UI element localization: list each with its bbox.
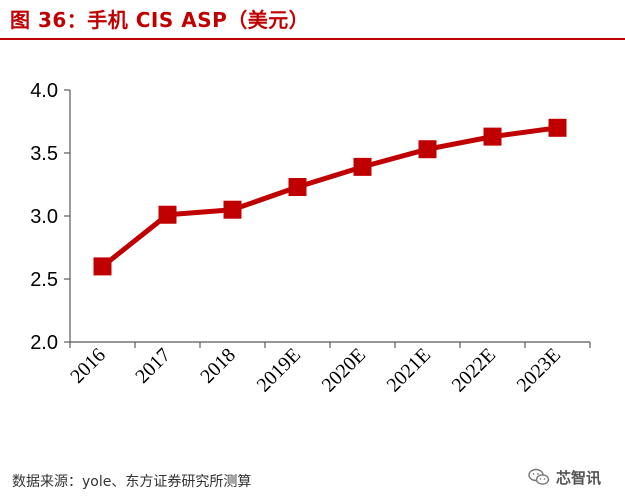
x-tick-label: 2019E: [253, 344, 305, 396]
x-tick-label: 2023E: [513, 344, 565, 396]
source-note: 数据来源：yole、东方证券研究所测算: [12, 474, 252, 490]
title-rule: [0, 38, 625, 40]
x-tick-label: 2017: [131, 344, 175, 388]
y-tick-label: 3.0: [30, 206, 58, 228]
wechat-icon: [528, 468, 550, 485]
figure-title: 图 36：手机 CIS ASP（美元）: [10, 8, 310, 32]
watermark-label: 芯智讯: [556, 468, 602, 487]
x-tick-label: 2018: [196, 344, 240, 388]
series-line: [100, 125, 558, 269]
chart-container: 2.0 2.5 3.0 3.5 4.0 2016 2017 2018 2019E 2020E 202…: [0, 40, 625, 460]
data-point: [418, 140, 437, 159]
data-point: [353, 157, 372, 176]
data-point: [483, 127, 502, 146]
data-point: [158, 205, 177, 224]
watermark: 芯智讯: [528, 462, 601, 492]
data-point: [223, 200, 242, 219]
y-tick-label: 2.0: [30, 332, 58, 354]
x-tick-label: 2021E: [383, 344, 435, 396]
y-tick-label: 3.5: [30, 143, 58, 165]
x-tick-label: 2022E: [448, 344, 500, 396]
data-point: [548, 118, 567, 137]
y-tick-label: 4.0: [30, 80, 58, 102]
data-point: [288, 178, 307, 197]
data-point: [93, 257, 112, 276]
x-tick-label: 2020E: [318, 344, 370, 396]
x-tick-label: 2016: [66, 344, 110, 388]
y-tick-label: 2.5: [30, 269, 58, 291]
